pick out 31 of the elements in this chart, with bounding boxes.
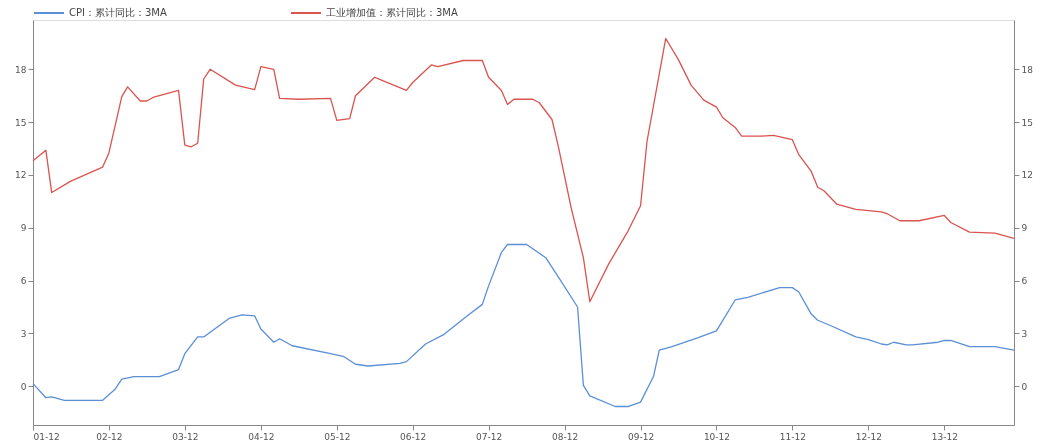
x-tick-label: 04-12 bbox=[248, 431, 275, 442]
y-tick-label: 12 bbox=[15, 170, 27, 181]
y2-tick-label: 18 bbox=[1021, 64, 1034, 75]
y2-tick-label: 9 bbox=[1021, 223, 1028, 234]
x-tick-label: 12-12 bbox=[855, 431, 883, 442]
y-tick-label: 0 bbox=[20, 381, 27, 392]
x-tick-label: 06-12 bbox=[400, 431, 427, 442]
y-tick-label: 6 bbox=[20, 276, 27, 287]
x-tick-label: 08-12 bbox=[552, 431, 579, 442]
y2-tick-label: 3 bbox=[1021, 328, 1028, 339]
y2-tick-label: 12 bbox=[1021, 170, 1033, 181]
legend-label: CPI：累计同比：3MA bbox=[69, 7, 167, 18]
y-tick-label: 15 bbox=[15, 117, 27, 128]
x-tick-label: 09-12 bbox=[627, 431, 655, 442]
x-tick-label: 02-12 bbox=[96, 431, 123, 442]
y-tick-label: 3 bbox=[20, 328, 27, 339]
y2-tick-label: 15 bbox=[1021, 117, 1033, 128]
y2-tick-label: 0 bbox=[1021, 381, 1028, 392]
x-tick-label: 05-12 bbox=[324, 431, 351, 442]
x-tick-label: 10-12 bbox=[703, 431, 731, 442]
y2-tick-label: 6 bbox=[1021, 276, 1028, 287]
legend-label: 工业增加值：累计同比：3MA bbox=[326, 7, 458, 18]
x-tick-label: 13-12 bbox=[931, 431, 958, 442]
x-tick-label: 07-12 bbox=[475, 431, 503, 442]
y-tick-label: 9 bbox=[20, 223, 27, 234]
line-series bbox=[32, 243, 1015, 408]
x-tick-label: 01-12 bbox=[33, 431, 60, 442]
y-tick-label: 18 bbox=[15, 64, 27, 75]
line-series bbox=[32, 37, 1015, 303]
x-tick-label: 03-12 bbox=[172, 431, 199, 442]
x-tick-label: 11-12 bbox=[779, 431, 806, 442]
